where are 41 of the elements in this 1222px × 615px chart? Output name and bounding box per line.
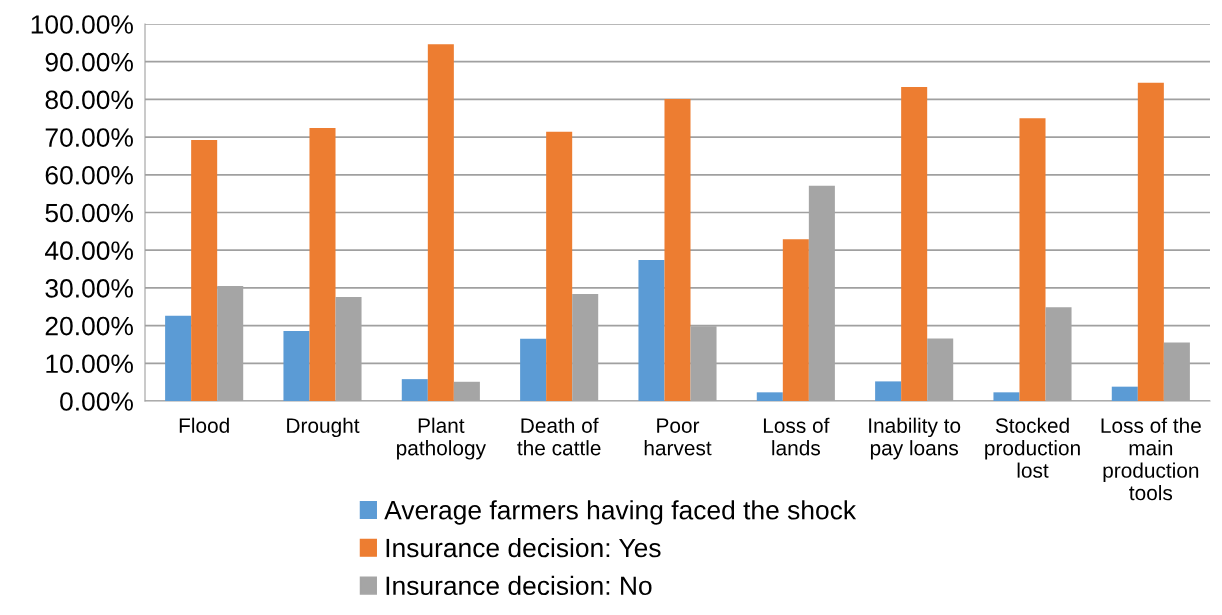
legend-label: Average farmers having faced the shock bbox=[384, 500, 857, 525]
x-tick-label: Drought bbox=[287, 417, 360, 438]
x-tick-label: Plant pathology bbox=[397, 417, 486, 460]
x-tick-label: Loss of the main production tools bbox=[1101, 417, 1201, 501]
y-tick-label: 70.00% bbox=[45, 128, 133, 147]
x-tick-label: Flood bbox=[179, 417, 229, 433]
bar bbox=[546, 131, 573, 401]
bar bbox=[756, 392, 783, 401]
bar bbox=[664, 99, 691, 401]
y-tick-label: 20.00% bbox=[45, 316, 133, 336]
bar bbox=[1019, 118, 1046, 401]
x-tick-label: Stocked production lost bbox=[985, 417, 1080, 478]
y-tick-label: 90.00% bbox=[45, 52, 133, 72]
y-tick-label: 40.00% bbox=[45, 241, 133, 261]
y-tick-label: 0.00% bbox=[60, 392, 133, 411]
bar bbox=[283, 330, 310, 401]
y-tick-label: 10.00% bbox=[46, 354, 133, 374]
bar bbox=[165, 315, 192, 401]
bar bbox=[401, 379, 428, 401]
x-tick-label: Inability to pay loans bbox=[869, 417, 961, 460]
y-tick-label: 30.00% bbox=[45, 279, 133, 298]
bar bbox=[309, 128, 336, 401]
y-tick-label: 60.00% bbox=[45, 165, 133, 185]
bar bbox=[875, 381, 902, 401]
y-tick-label: 50.00% bbox=[45, 203, 133, 223]
bar bbox=[191, 140, 218, 401]
y-tick-label: 100.00% bbox=[31, 15, 133, 34]
x-tick-label: Death of the cattle bbox=[517, 417, 601, 456]
bar bbox=[520, 338, 547, 401]
legend-label: Insurance decision: No bbox=[386, 575, 652, 596]
bar bbox=[1137, 82, 1164, 401]
x-tick-label: Poor harvest bbox=[644, 418, 712, 456]
x-tick-label: Loss of lands bbox=[763, 417, 830, 456]
bar bbox=[427, 44, 454, 401]
bar bbox=[1111, 386, 1138, 401]
bar bbox=[638, 260, 665, 401]
bar bbox=[901, 86, 928, 401]
y-tick-label: 80.00% bbox=[45, 90, 133, 110]
legend-label: Insurance decision: Yes bbox=[386, 537, 661, 558]
bar bbox=[993, 392, 1020, 401]
bar bbox=[782, 239, 809, 401]
